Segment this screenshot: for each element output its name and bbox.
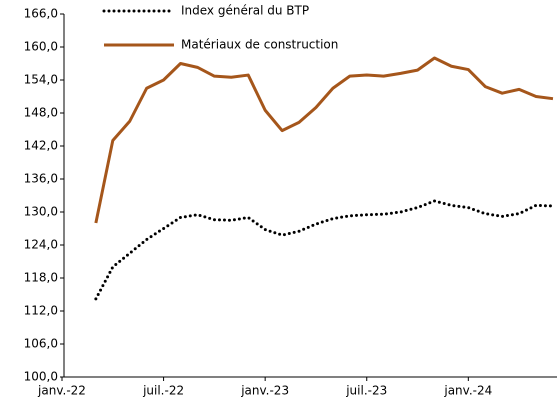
- x-tick-label: juil.-23: [345, 384, 387, 398]
- series-line: [94, 56, 554, 224]
- y-tick-label: 106,0: [24, 337, 58, 351]
- y-tick-label: 118,0: [24, 271, 58, 285]
- y-tick-label: 112,0: [24, 304, 58, 318]
- x-tick-label: juil.-22: [142, 384, 184, 398]
- x-tick-label: janv.-23: [240, 384, 289, 398]
- y-tick-label: 142,0: [24, 139, 58, 153]
- y-tick-label: 130,0: [24, 205, 58, 219]
- x-tick-label: janv.-22: [37, 384, 86, 398]
- y-tick-label: 100,0: [24, 370, 58, 384]
- legend-label: Index général du BTP: [181, 4, 309, 18]
- y-tick-label: 148,0: [24, 106, 58, 120]
- x-tick-label: janv.-24: [443, 384, 492, 398]
- y-tick-label: 154,0: [24, 73, 58, 87]
- y-tick-label: 160,0: [24, 40, 58, 54]
- legend-label: Matériaux de construction: [181, 38, 338, 52]
- y-tick-label: 136,0: [24, 172, 58, 186]
- series-line: [94, 199, 555, 301]
- y-tick-label: 166,0: [24, 7, 58, 21]
- y-tick-label: 124,0: [24, 238, 58, 252]
